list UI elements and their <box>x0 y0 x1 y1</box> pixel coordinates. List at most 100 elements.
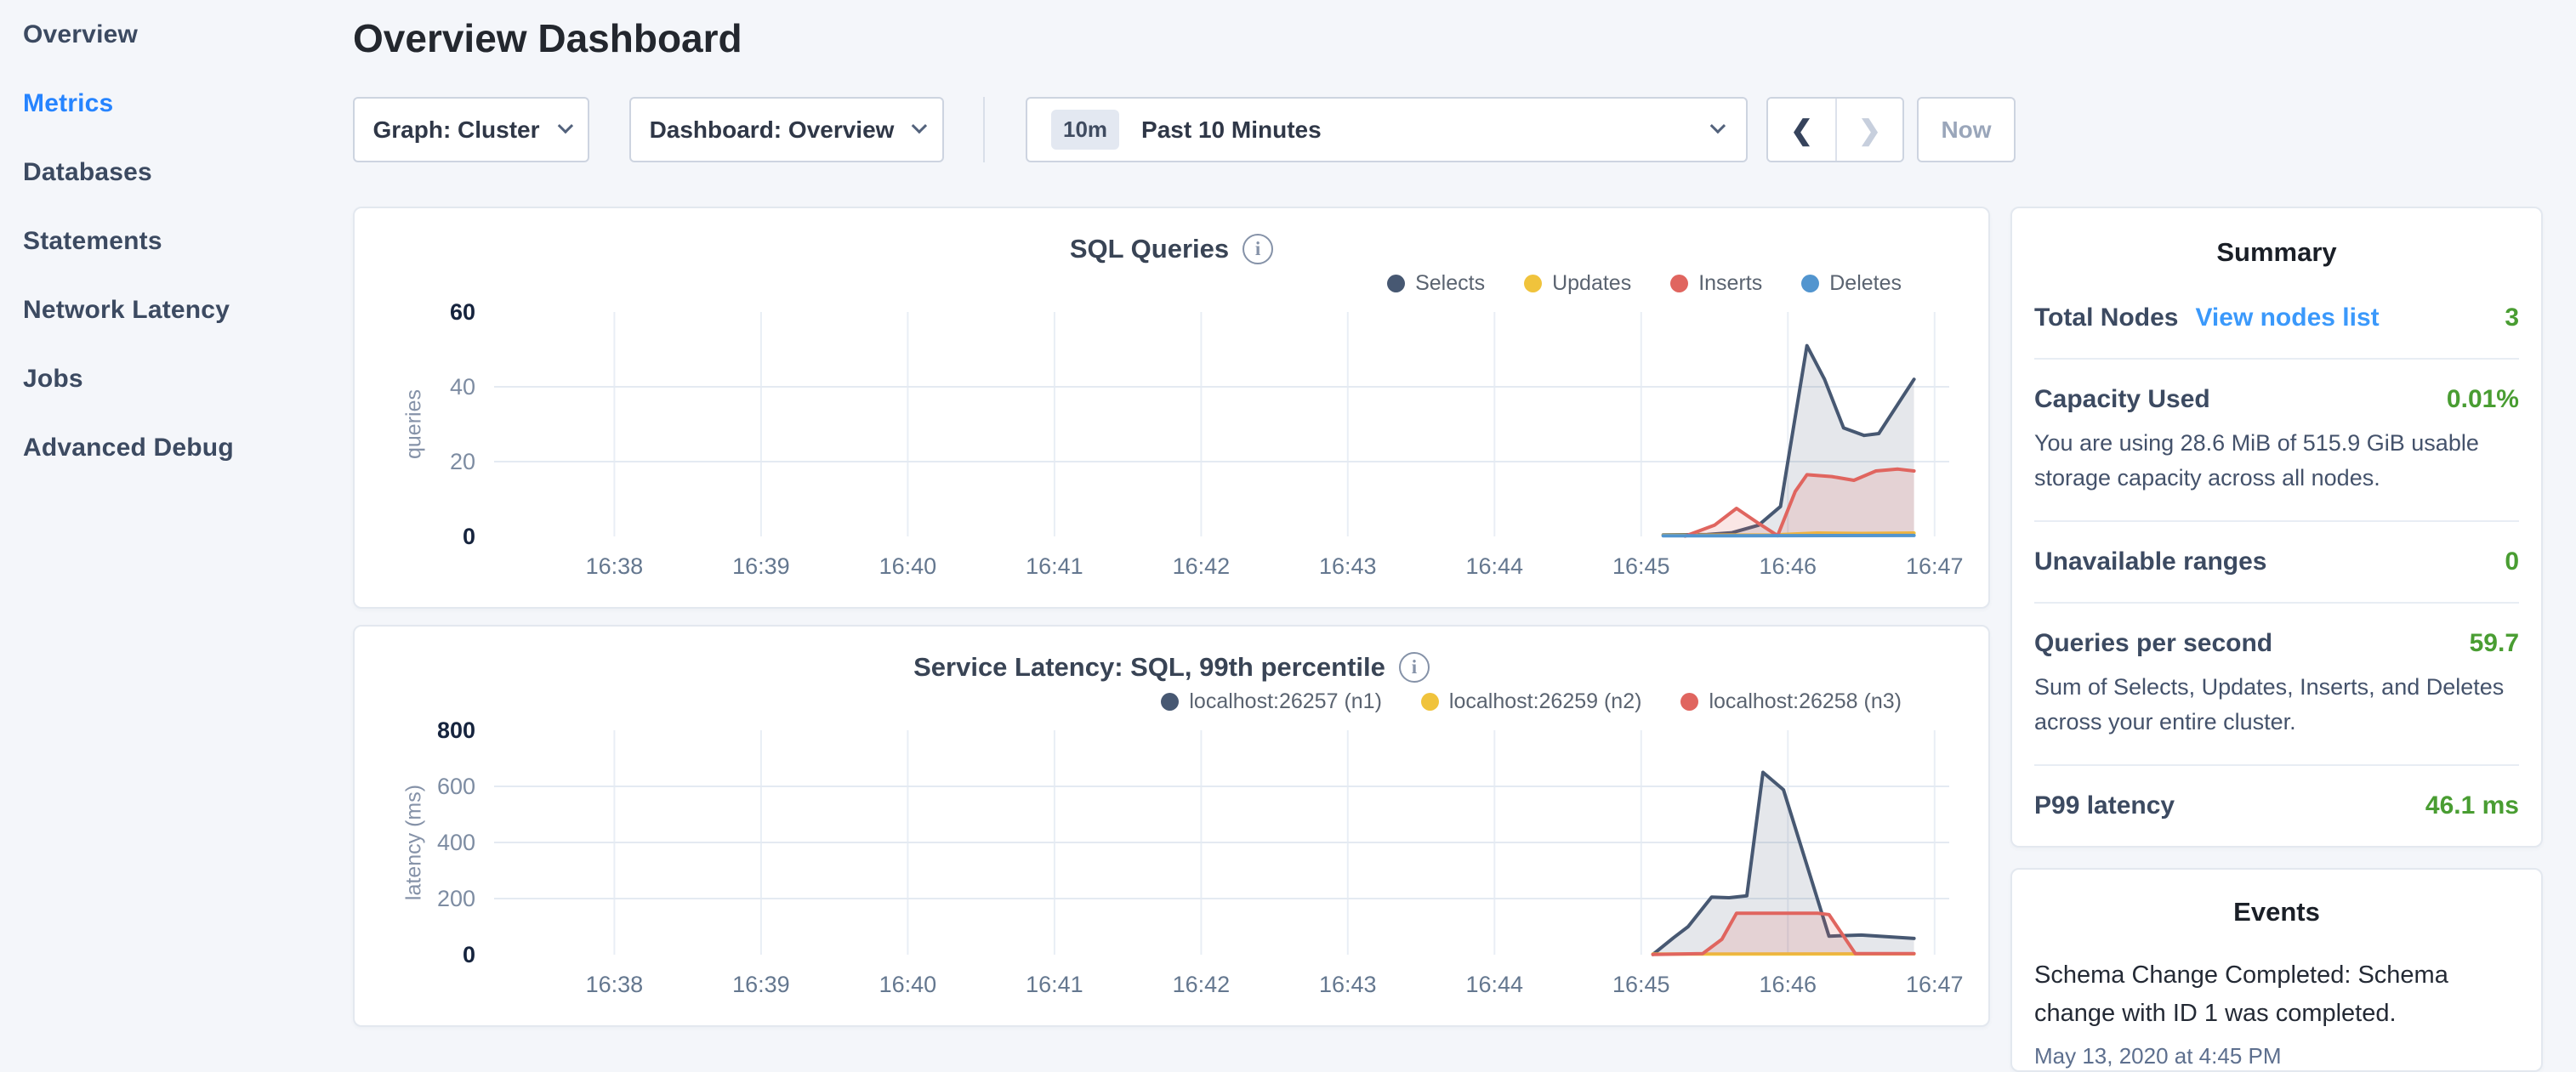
charts-column: SQL Queries i SelectsUpdatesInsertsDelet… <box>353 207 1990 1072</box>
time-range-dropdown[interactable]: 10m Past 10 Minutes <box>1026 97 1748 162</box>
chart-title-row: Service Latency: SQL, 99th percentile i <box>375 649 1968 686</box>
svg-text:16:41: 16:41 <box>1026 972 1083 997</box>
summary-row-capacity: Capacity Used 0.01% <box>2034 385 2519 414</box>
summary-title: Summary <box>2034 237 2519 268</box>
divider <box>2034 764 2519 766</box>
unavailable-ranges-value: 0 <box>2505 547 2519 576</box>
events-panel: Events Schema Change Completed: Schema c… <box>2010 868 2543 1072</box>
chart-title-row: SQL Queries i <box>375 230 1968 268</box>
event-text: Schema Change Completed: Schema change w… <box>2034 956 2519 1033</box>
svg-text:16:47: 16:47 <box>1906 972 1964 997</box>
info-icon[interactable]: i <box>1399 652 1430 683</box>
previous-timeframe-button[interactable]: ❮ <box>1768 99 1835 161</box>
svg-text:16:43: 16:43 <box>1319 553 1377 579</box>
sidebar-item-network-latency[interactable]: Network Latency <box>23 275 353 344</box>
svg-text:60: 60 <box>450 300 475 325</box>
svg-text:16:44: 16:44 <box>1466 972 1524 997</box>
toolbar-divider <box>983 97 985 162</box>
dashboard-content: SQL Queries i SelectsUpdatesInsertsDelet… <box>353 207 2543 1072</box>
chart-legend: SelectsUpdatesInsertsDeletes <box>375 268 1902 298</box>
svg-text:16:43: 16:43 <box>1319 972 1377 997</box>
events-title: Events <box>2034 897 2519 927</box>
divider <box>2034 358 2519 360</box>
svg-text:16:42: 16:42 <box>1173 553 1231 579</box>
legend-item: Inserts <box>1670 271 1762 296</box>
time-window-badge: 10m <box>1051 110 1119 150</box>
svg-text:16:40: 16:40 <box>879 553 937 579</box>
sidebar-item-databases[interactable]: Databases <box>23 138 353 207</box>
sidebar-nav-list: Overview Metrics Databases Statements Ne… <box>23 0 353 482</box>
main-content: Overview Dashboard Graph: Cluster Dashbo… <box>353 0 2543 1072</box>
svg-text:16:46: 16:46 <box>1760 972 1817 997</box>
svg-text:16:45: 16:45 <box>1612 553 1670 579</box>
svg-text:16:46: 16:46 <box>1760 553 1817 579</box>
svg-text:16:40: 16:40 <box>879 972 937 997</box>
summary-row-p99-latency: P99 latency 46.1 ms <box>2034 791 2519 820</box>
summary-row-qps: Queries per second 59.7 <box>2034 629 2519 658</box>
event-timestamp: May 13, 2020 at 4:45 PM <box>2034 1043 2519 1069</box>
queries-per-second-value: 59.7 <box>2470 629 2519 658</box>
legend-dot-icon <box>1387 275 1405 292</box>
svg-text:16:44: 16:44 <box>1466 553 1524 579</box>
divider <box>2034 520 2519 522</box>
svg-text:0: 0 <box>463 524 475 549</box>
queries-per-second-description: Sum of Selects, Updates, Inserts, and De… <box>2034 670 2519 739</box>
next-timeframe-button[interactable]: ❯ <box>1835 99 1902 161</box>
summary-panel: Summary Total Nodes View nodes list 3 Ca… <box>2010 207 2543 848</box>
chevron-down-icon <box>1710 118 1726 133</box>
svg-text:16:45: 16:45 <box>1612 972 1670 997</box>
legend-item: localhost:26257 (n1) <box>1161 689 1382 714</box>
y-axis-label: latency (ms) <box>402 785 427 900</box>
svg-text:600: 600 <box>437 774 475 799</box>
now-button[interactable]: Now <box>1917 97 2016 162</box>
svg-text:16:42: 16:42 <box>1173 972 1231 997</box>
sidebar-item-jobs[interactable]: Jobs <box>23 344 353 413</box>
dashboard-dropdown[interactable]: Dashboard: Overview <box>629 97 944 162</box>
capacity-used-value: 0.01% <box>2447 385 2519 414</box>
svg-text:16:38: 16:38 <box>586 972 644 997</box>
y-axis-label: queries <box>402 389 427 459</box>
svg-text:800: 800 <box>437 718 475 743</box>
divider <box>2034 602 2519 604</box>
chevron-down-icon <box>912 118 927 133</box>
capacity-used-label: Capacity Used <box>2034 385 2210 414</box>
legend-item: localhost:26259 (n2) <box>1421 689 1642 714</box>
total-nodes-value: 3 <box>2505 303 2519 332</box>
time-step-buttons: ❮ ❯ <box>1766 97 1904 162</box>
svg-text:200: 200 <box>437 886 475 911</box>
svg-text:16:39: 16:39 <box>732 972 790 997</box>
queries-per-second-label: Queries per second <box>2034 629 2272 658</box>
legend-dot-icon <box>1421 693 1439 711</box>
chart-body: queries 020406016:3816:3916:4016:4116:42… <box>375 300 1968 585</box>
event-list-item[interactable]: Schema Change Completed: Schema change w… <box>2034 956 2519 1069</box>
right-column: Summary Total Nodes View nodes list 3 Ca… <box>2010 207 2543 1072</box>
sidebar-item-metrics[interactable]: Metrics <box>23 69 353 138</box>
svg-text:0: 0 <box>463 942 475 967</box>
info-icon[interactable]: i <box>1243 234 1273 264</box>
p99-latency-value: 46.1 ms <box>2425 791 2519 820</box>
sidebar-item-statements[interactable]: Statements <box>23 207 353 275</box>
legend-item: localhost:26258 (n3) <box>1680 689 1902 714</box>
p99-latency-label: P99 latency <box>2034 791 2175 820</box>
view-nodes-list-link[interactable]: View nodes list <box>2195 303 2379 332</box>
graph-scope-dropdown[interactable]: Graph: Cluster <box>353 97 589 162</box>
svg-text:16:39: 16:39 <box>732 553 790 579</box>
legend-item: Selects <box>1387 271 1485 296</box>
chevron-down-icon <box>557 118 572 133</box>
sidebar-item-overview[interactable]: Overview <box>23 0 353 69</box>
chart-body: latency (ms) 0 200 400 600 800 16:38 16:39 16:4… <box>375 718 1968 1003</box>
time-range-label: Past 10 Minutes <box>1141 116 1322 144</box>
chart-title: SQL Queries <box>1070 234 1229 264</box>
svg-text:20: 20 <box>450 449 475 474</box>
svg-text:16:47: 16:47 <box>1906 553 1964 579</box>
summary-row-total-nodes: Total Nodes View nodes list 3 <box>2034 303 2519 332</box>
sql-queries-chart[interactable]: 020406016:3816:3916:4016:4116:4216:4316:… <box>375 300 1968 585</box>
legend-item: Updates <box>1524 271 1631 296</box>
metrics-toolbar: Graph: Cluster Dashboard: Overview 10m P… <box>353 97 2543 162</box>
total-nodes-label: Total Nodes <box>2034 303 2178 332</box>
summary-row-unavailable-ranges: Unavailable ranges 0 <box>2034 547 2519 576</box>
sidebar-item-advanced-debug[interactable]: Advanced Debug <box>23 413 353 482</box>
svg-text:400: 400 <box>437 830 475 855</box>
service-latency-chart[interactable]: 0 200 400 600 800 16:38 16:39 16:40 16:41 16:42 16… <box>375 718 1968 1003</box>
legend-dot-icon <box>1680 693 1698 711</box>
